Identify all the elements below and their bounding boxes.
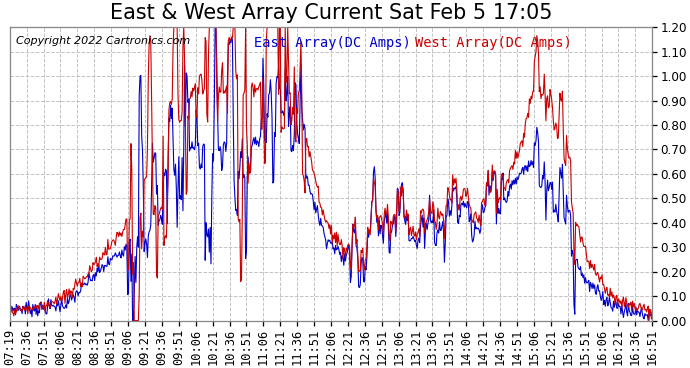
- Text: East Array(DC Amps): East Array(DC Amps): [254, 36, 411, 50]
- Text: Copyright 2022 Cartronics.com: Copyright 2022 Cartronics.com: [16, 36, 190, 46]
- Title: East & West Array Current Sat Feb 5 17:05: East & West Array Current Sat Feb 5 17:0…: [110, 3, 552, 23]
- Text: West Array(DC Amps): West Array(DC Amps): [415, 36, 571, 50]
